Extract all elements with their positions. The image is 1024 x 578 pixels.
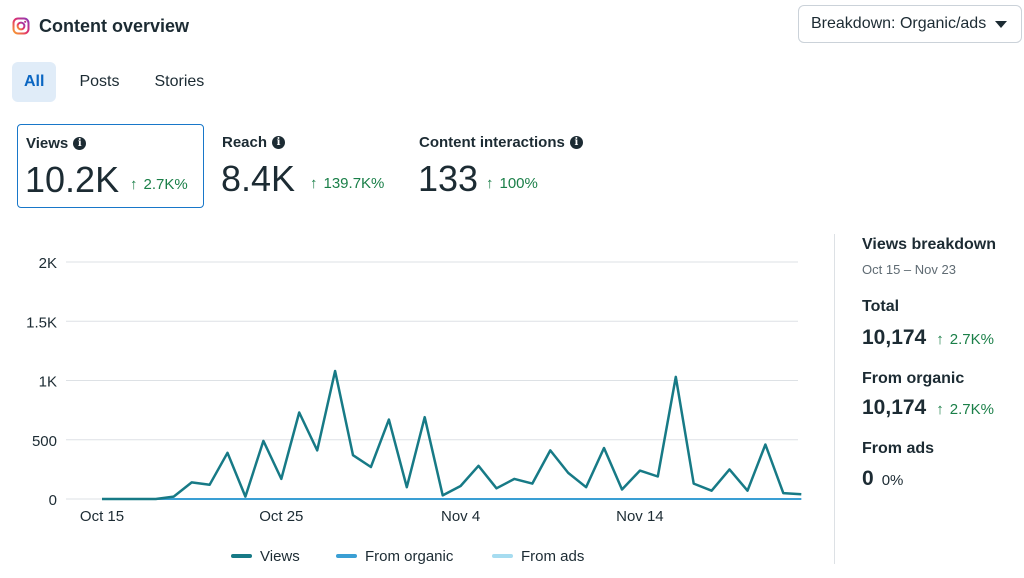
ads-value-row: 0 0% xyxy=(862,467,903,491)
breakdown-title: Views breakdown xyxy=(862,236,996,253)
x-tick-label: Oct 25 xyxy=(259,508,303,525)
tab-stories[interactable]: Stories xyxy=(142,62,216,102)
metric-label: Content interactions xyxy=(419,134,565,151)
content-tabs: All Posts Stories xyxy=(12,62,227,102)
tab-all-label: All xyxy=(24,73,45,90)
metric-change-value: 2.7K% xyxy=(143,176,188,193)
page-header: Content overview xyxy=(12,12,189,40)
metric-change-value: 100% xyxy=(499,175,538,192)
organic-value: 10,174 xyxy=(862,396,927,419)
total-value: 10,174 xyxy=(862,326,927,349)
tab-posts-label: Posts xyxy=(79,73,120,90)
metric-card-content-interactions[interactable]: Content interactions i 133 ↑ 100% xyxy=(411,124,611,208)
metric-change: ↑ 100% xyxy=(486,175,538,192)
metric-card-views[interactable]: Views i 10.2K ↑ 2.7K% xyxy=(17,124,204,208)
ads-change: 0% xyxy=(881,472,904,489)
metric-value: 8.4K xyxy=(221,158,296,199)
arrow-up-icon: ↑ xyxy=(936,401,944,418)
metric-label: Views xyxy=(26,135,69,152)
breakdown-date-range: Oct 15 – Nov 23 xyxy=(862,262,956,277)
x-tick-label: Oct 15 xyxy=(80,508,124,525)
arrow-up-icon: ↑ xyxy=(936,331,944,348)
info-icon[interactable]: i xyxy=(272,136,286,149)
tab-posts[interactable]: Posts xyxy=(67,62,131,102)
metric-card-reach[interactable]: Reach i 8.4K ↑ 139.7K% xyxy=(214,124,404,208)
x-tick-label: Nov 14 xyxy=(616,508,664,525)
metric-label-row: Views i xyxy=(26,135,87,152)
info-icon[interactable]: i xyxy=(569,136,583,149)
legend-item[interactable]: From organic xyxy=(336,548,454,565)
metric-value: 10.2K xyxy=(25,159,120,200)
organic-value-row: 10,174 ↑ 2.7K% xyxy=(862,396,994,420)
y-tick-label: 1K xyxy=(39,374,57,391)
info-icon[interactable]: i xyxy=(73,137,87,150)
breakdown-dropdown[interactable]: Breakdown: Organic/ads xyxy=(798,5,1022,43)
y-tick-label: 0 xyxy=(49,492,57,509)
x-tick-label: Nov 4 xyxy=(441,508,480,525)
views-breakdown-panel: Views breakdown Oct 15 – Nov 23 Total 10… xyxy=(862,236,1022,490)
metric-change-value: 139.7K% xyxy=(323,175,385,192)
organic-change: ↑ 2.7K% xyxy=(936,401,994,418)
metric-label: Reach xyxy=(222,134,268,151)
series-line-views xyxy=(102,369,802,501)
total-label: Total xyxy=(862,298,900,315)
metric-label-row: Content interactions i xyxy=(419,134,583,151)
chart-legend: Views From organic From ads xyxy=(231,548,584,565)
x-axis-ticks: Oct 15 Oct 25 Nov 4 Nov 14 xyxy=(80,508,664,525)
chart-grid xyxy=(66,261,798,500)
total-value-row: 10,174 ↑ 2.7K% xyxy=(862,326,994,350)
instagram-icon xyxy=(12,17,30,35)
total-change-value: 2.7K% xyxy=(949,331,994,348)
y-tick-label: 1.5K xyxy=(26,314,57,331)
legend-label: From ads xyxy=(521,548,584,565)
legend-label: Views xyxy=(260,548,300,565)
metric-value: 133 xyxy=(418,158,479,199)
ads-value: 0 xyxy=(862,467,874,490)
legend-item[interactable]: From ads xyxy=(492,548,584,565)
metric-change: ↑ 139.7K% xyxy=(310,175,384,192)
y-tick-label: 2K xyxy=(39,255,57,272)
organic-change-value: 2.7K% xyxy=(949,401,994,418)
total-change: ↑ 2.7K% xyxy=(936,331,994,348)
organic-label: From organic xyxy=(862,370,965,387)
metric-label-row: Reach i xyxy=(222,134,286,151)
chart-series xyxy=(102,369,802,501)
views-line-chart: 2K 1.5K 1K 500 0 Oct 15 Oct 25 Nov 4 Nov 14 Vie… xyxy=(26,255,802,565)
y-axis-ticks: 2K 1.5K 1K 500 0 xyxy=(26,255,57,509)
tab-stories-label: Stories xyxy=(154,73,205,90)
arrow-up-icon: ↑ xyxy=(130,176,138,193)
page-title: Content overview xyxy=(39,15,190,36)
legend-item[interactable]: Views xyxy=(231,548,300,565)
breakdown-label: Breakdown: Organic/ads xyxy=(811,15,987,32)
caret-down-icon xyxy=(995,21,1007,28)
y-tick-label: 500 xyxy=(32,433,57,450)
panel-divider xyxy=(834,234,835,564)
arrow-up-icon: ↑ xyxy=(310,175,318,192)
metric-change: ↑ 2.7K% xyxy=(130,176,188,193)
legend-label: From organic xyxy=(365,548,454,565)
tab-all[interactable]: All xyxy=(12,62,57,102)
ads-label: From ads xyxy=(862,440,935,457)
arrow-up-icon: ↑ xyxy=(486,175,494,192)
